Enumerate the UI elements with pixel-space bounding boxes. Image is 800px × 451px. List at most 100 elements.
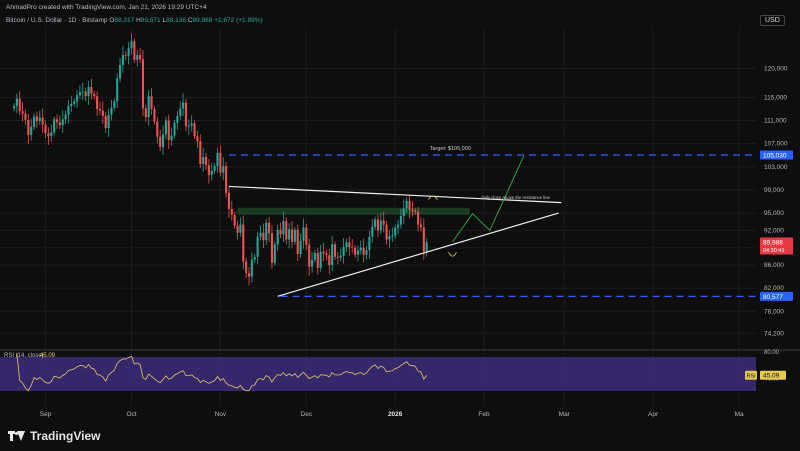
symbol-name: Bitcoin / U.S. Dollar · 1D · Bitstamp <box>6 17 108 24</box>
candle <box>316 247 319 275</box>
y-tick-label: 92,000 <box>764 227 784 234</box>
resistance-trendline[interactable] <box>228 185 562 204</box>
candle-body <box>15 98 18 107</box>
candle-body <box>70 103 73 107</box>
candle-body <box>76 95 79 102</box>
candle-body <box>170 135 173 141</box>
candle <box>167 114 170 149</box>
candle-body <box>319 251 322 268</box>
candle <box>78 85 81 99</box>
candle-body <box>67 106 70 115</box>
candle-body <box>44 124 47 134</box>
candle-body <box>110 107 113 115</box>
candle-body <box>24 113 27 120</box>
candle-body <box>362 247 365 255</box>
candle-body <box>396 224 400 228</box>
candle <box>67 100 70 124</box>
candle-body <box>187 125 190 127</box>
candle-body <box>230 208 233 215</box>
candle-body <box>348 242 351 248</box>
candle-body <box>328 255 331 266</box>
candle-body <box>250 259 253 277</box>
candle <box>319 244 322 272</box>
rsi-legend[interactable]: RSI (14, close) <box>4 353 44 359</box>
candle-body <box>139 55 142 60</box>
horizontal-levels <box>228 154 756 298</box>
candle-body <box>141 59 145 109</box>
candle <box>21 102 24 122</box>
low-value: 88,136 <box>166 17 186 24</box>
candle <box>402 199 405 224</box>
candle <box>273 241 276 266</box>
candle <box>282 211 285 243</box>
price-badge <box>760 291 793 301</box>
candle <box>342 237 345 264</box>
candle <box>156 116 159 144</box>
rsi-tag <box>745 370 757 380</box>
candle <box>399 208 402 229</box>
candle <box>121 46 124 73</box>
candle <box>216 147 219 174</box>
candle-body <box>391 235 394 237</box>
candle <box>110 99 113 121</box>
candle <box>199 134 202 168</box>
candle <box>250 251 253 283</box>
candle <box>245 257 248 279</box>
candle <box>33 113 36 130</box>
candle <box>359 240 362 255</box>
candle-body <box>176 115 179 123</box>
candle <box>394 224 397 239</box>
candle-body <box>296 229 299 255</box>
candle-body <box>150 96 153 109</box>
tradingview-logo-icon <box>8 431 25 441</box>
candle-body <box>245 261 248 274</box>
candle-body <box>47 133 50 137</box>
candle-body <box>239 224 242 233</box>
candle-body <box>33 116 36 127</box>
y-tick-label: 82,000 <box>764 285 784 292</box>
candle-body <box>121 55 124 66</box>
price-badge <box>760 150 793 160</box>
rsi-tag-text: RSI <box>747 373 757 379</box>
candle-body <box>21 111 24 114</box>
rsi-tick-label: 80.00 <box>764 350 780 356</box>
candle <box>182 93 185 117</box>
tradingview-brand[interactable]: TradingView <box>8 429 100 443</box>
candle <box>101 101 104 124</box>
candle-body <box>268 222 271 234</box>
candle <box>58 115 61 130</box>
candle-body <box>339 255 342 258</box>
candle <box>196 131 199 149</box>
x-tick-label: Oct <box>126 411 136 418</box>
candle <box>53 116 56 136</box>
rsi-legend-value: 45.09 <box>40 353 56 359</box>
rsi-value-badge <box>760 370 786 380</box>
candle <box>376 214 380 238</box>
candle <box>147 90 150 126</box>
candle-body <box>402 208 405 216</box>
candle-body <box>336 256 339 258</box>
candle <box>270 225 273 269</box>
candle-body <box>210 170 213 175</box>
candle <box>141 50 145 117</box>
candle-body <box>199 141 202 164</box>
candle-body <box>345 242 348 248</box>
candle-body <box>242 224 245 262</box>
support-trendline[interactable] <box>277 212 559 297</box>
candle <box>213 163 216 174</box>
candle <box>308 238 311 276</box>
candle <box>371 218 374 243</box>
time-axis[interactable]: Sep Oct Nov Dec 2026 Feb Mar Apr Ma <box>40 411 744 418</box>
candle <box>259 225 262 241</box>
candle-body <box>311 259 314 267</box>
candle-body <box>394 227 397 236</box>
candle-body <box>388 236 391 240</box>
currency-button[interactable]: USD <box>760 15 785 26</box>
candle-body <box>202 156 205 164</box>
candle-body <box>308 244 311 267</box>
projection-line[interactable] <box>452 154 525 243</box>
candle-body <box>161 134 165 148</box>
candle-body <box>35 116 38 122</box>
symbol-legend[interactable]: Bitcoin / U.S. Dollar · 1D · Bitstamp O8… <box>6 17 263 24</box>
candle <box>12 103 16 112</box>
